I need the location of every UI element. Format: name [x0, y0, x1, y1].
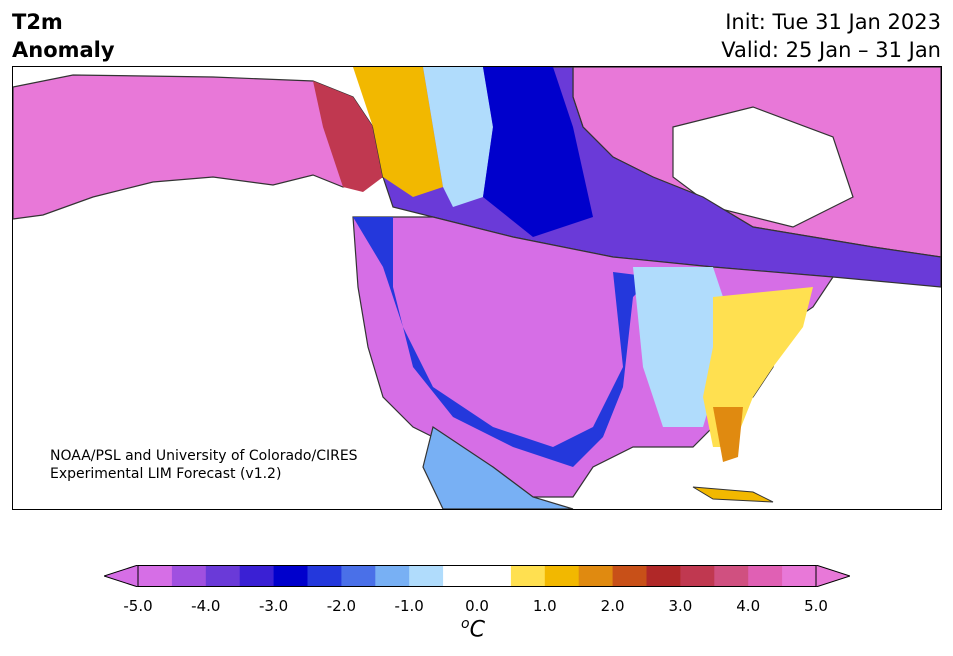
credit-line1: NOAA/PSL and University of Colorado/CIRE… — [50, 448, 358, 464]
units-degree: o — [461, 616, 470, 632]
cuba — [692, 486, 774, 503]
colorbar-tick-label: -1.0 — [394, 597, 424, 615]
colorbar-swatch — [782, 565, 817, 587]
colorbar-swatch — [409, 565, 444, 587]
colorbar-swatch — [612, 565, 647, 587]
hudson-bay — [672, 106, 854, 228]
colorbar-swatch — [341, 565, 376, 587]
colorbar — [104, 565, 850, 587]
anomaly-map: NOAA/PSL and University of Colorado/CIRE… — [12, 66, 942, 510]
colorbar-tick-label: -3.0 — [258, 597, 289, 615]
mexico-region — [422, 426, 574, 509]
bc-light-blue — [423, 67, 493, 207]
units-base: C — [469, 617, 485, 643]
colorbar-tick-label: 5.0 — [804, 597, 828, 615]
credit-text: NOAA/PSL and University of Colorado/CIRE… — [50, 447, 358, 483]
colorbar-swatch — [273, 565, 308, 587]
prairie-blue — [483, 67, 593, 237]
colorbar-swatch — [138, 565, 173, 587]
colorbar-swatch — [443, 565, 478, 587]
colorbar-tick-label: -4.0 — [191, 597, 221, 615]
init-date: Init: Tue 31 Jan 2023 — [725, 10, 941, 34]
credit-line2: Experimental LIM Forecast (v1.2) — [50, 466, 282, 482]
colorbar-swatch — [510, 565, 546, 587]
variable-title: T2m — [12, 10, 63, 34]
colorbar-tick-label: 0.0 — [465, 597, 489, 615]
colorbar-swatch — [375, 565, 410, 587]
colorbar-swatch — [544, 565, 580, 587]
colorbar-swatch — [646, 565, 681, 587]
colorbar-tick-label: -5.0 — [123, 597, 153, 615]
alaska-warm-band — [313, 81, 383, 192]
colorbar-swatch — [477, 565, 512, 587]
map-canvas — [13, 67, 941, 509]
colorbar-tick-label: 2.0 — [600, 597, 625, 615]
colorbar-tick-label: 1.0 — [532, 597, 557, 615]
colorbar-swatch — [714, 565, 749, 587]
colorbar-tick-label: 4.0 — [736, 597, 761, 615]
colorbar-swatch — [239, 565, 275, 587]
alaska-region — [13, 74, 384, 220]
colorbar-tick-label: 3.0 — [668, 597, 693, 615]
colorbar-swatch — [748, 565, 783, 587]
yukon-warm-band — [353, 67, 443, 197]
quantity-title: Anomaly — [12, 38, 115, 62]
date-block: Init: Tue 31 Jan 2023 Valid: 25 Jan – 31… — [721, 8, 941, 64]
colorbar-frame — [137, 565, 817, 587]
colorbar-extend-high — [815, 565, 850, 587]
colorbar-swatch — [205, 565, 241, 587]
valid-range: Valid: 25 Jan – 31 Jan — [721, 38, 941, 62]
colorbar-swatch — [680, 565, 715, 587]
title-block: T2m Anomaly — [12, 8, 115, 64]
colorbar-swatch — [307, 565, 342, 587]
colorbar-swatch — [578, 565, 614, 587]
florida-warm — [713, 407, 743, 462]
colorbar-tick-label: -2.0 — [326, 597, 357, 615]
colorbar-extend-low — [104, 565, 139, 587]
colorbar-swatch — [171, 565, 207, 587]
us-cold-ring — [353, 217, 653, 467]
colorbar-units: oC — [461, 616, 485, 642]
